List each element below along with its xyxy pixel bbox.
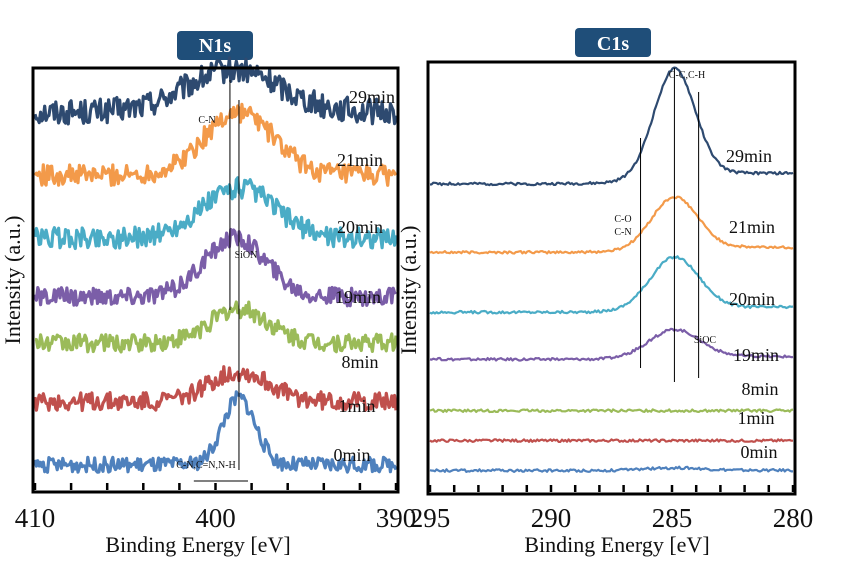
x-tick-label: 290 xyxy=(531,503,572,533)
series-label-20min: 20min xyxy=(337,217,383,237)
c1s-frame xyxy=(426,60,797,496)
c1s-x-ticks: 295 290 285 280 xyxy=(410,485,814,533)
series-label-21min: 21min xyxy=(337,150,383,170)
x-tick-label: 400 xyxy=(195,503,236,533)
series-line-19min xyxy=(429,327,794,362)
series-line-0min xyxy=(33,390,398,474)
x-tick-label: 410 xyxy=(15,503,56,533)
annotation-label: SiOC xyxy=(694,335,717,346)
n1s-title: N1s xyxy=(199,35,231,57)
n1s-panel: N1s 29min 21min 20min 19min 8min 1min 0min C-N S… xyxy=(0,31,416,557)
annotation-label: SiON xyxy=(235,250,258,261)
series-label-20min: 20min xyxy=(729,289,775,309)
annotation-label: C-N xyxy=(614,227,631,238)
n1s-plot-area: 29min 21min 20min 19min 8min 1min 0min C-N SiON C… xyxy=(33,56,398,482)
series-line-21min xyxy=(429,195,794,255)
n1s-y-axis-label: Intensity (a.u.) xyxy=(0,216,25,345)
x-tick-label: 285 xyxy=(652,503,693,533)
annotation-label: C-N xyxy=(198,115,215,126)
series-label-0min: 0min xyxy=(740,442,777,462)
c1s-plot-area: 29min 21min 20min 19min 8min 1min 0min C-C,C-H C… xyxy=(429,66,794,473)
series-line-1min xyxy=(429,438,793,443)
n1s-frame xyxy=(31,66,400,494)
c1s-y-axis-label: Intensity (a.u.) xyxy=(396,226,421,355)
series-label-29min: 29min xyxy=(349,87,395,107)
c1s-title-badge xyxy=(575,28,651,57)
n1s-title-badge xyxy=(177,31,253,60)
annotation-label: C-C,C-H xyxy=(669,70,705,81)
c1s-title: C1s xyxy=(597,33,629,55)
c1s-x-axis-label: Binding Energy [eV] xyxy=(524,532,709,557)
annotation-label: C-N,C=N,N-H xyxy=(176,460,236,471)
n1s-x-ticks: 410 400 390 xyxy=(15,483,417,533)
series-line-1min xyxy=(33,365,398,413)
series-line-29min xyxy=(429,66,794,187)
series-label-8min: 8min xyxy=(741,379,778,399)
n1s-x-axis-label: Binding Energy [eV] xyxy=(105,532,290,557)
series-label-8min: 8min xyxy=(341,352,378,372)
x-tick-label: 295 xyxy=(410,503,451,533)
series-line-19min xyxy=(33,227,397,308)
series-label-29min: 29min xyxy=(726,146,772,166)
series-line-20min xyxy=(429,255,794,315)
series-label-1min: 1min xyxy=(737,408,774,428)
series-label-21min: 21min xyxy=(729,217,775,237)
series-line-0min xyxy=(429,465,793,473)
x-tick-label: 390 xyxy=(376,503,417,533)
c1s-panel: C1s 29min 21min 20min 19min 8min 1min 0min C-C,… xyxy=(396,28,813,557)
series-line-20min xyxy=(33,176,398,251)
series-line-8min xyxy=(429,408,794,414)
x-tick-label: 280 xyxy=(773,503,814,533)
series-line-21min xyxy=(33,102,398,187)
annotation-label: C-O xyxy=(614,214,631,225)
series-label-19min: 19min xyxy=(733,345,779,365)
series-line-8min xyxy=(34,300,398,354)
series-label-1min: 1min xyxy=(338,396,375,416)
series-label-19min: 19min xyxy=(335,287,381,307)
series-label-0min: 0min xyxy=(333,445,370,465)
